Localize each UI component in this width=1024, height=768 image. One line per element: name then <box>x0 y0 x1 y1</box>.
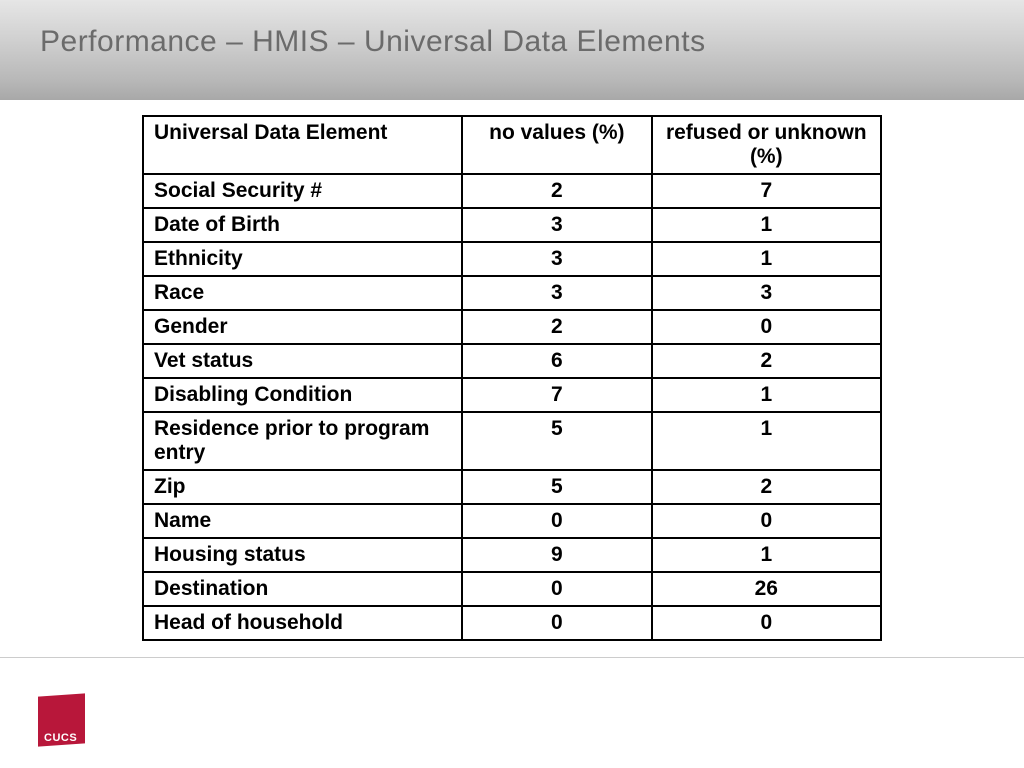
table-body: Social Security #27 Date of Birth31 Ethn… <box>143 174 881 640</box>
cell-novalues: 5 <box>462 412 651 470</box>
cell-novalues: 0 <box>462 572 651 606</box>
cell-element: Head of household <box>143 606 462 640</box>
cucs-logo: CUCS <box>30 695 85 750</box>
table-row: Residence prior to program entry51 <box>143 412 881 470</box>
cell-novalues: 5 <box>462 470 651 504</box>
data-elements-table: Universal Data Element no values (%) ref… <box>142 115 882 641</box>
cell-novalues: 0 <box>462 606 651 640</box>
cell-element: Name <box>143 504 462 538</box>
footer-divider <box>0 657 1024 658</box>
cell-novalues: 3 <box>462 276 651 310</box>
table-row: Name00 <box>143 504 881 538</box>
cell-element: Zip <box>143 470 462 504</box>
page-title: Performance – HMIS – Universal Data Elem… <box>40 25 984 59</box>
cell-element: Date of Birth <box>143 208 462 242</box>
cell-refused: 3 <box>652 276 881 310</box>
cell-element: Race <box>143 276 462 310</box>
slide-header: Performance – HMIS – Universal Data Elem… <box>0 0 1024 100</box>
table-row: Housing status91 <box>143 538 881 572</box>
cell-element: Destination <box>143 572 462 606</box>
table-row: Vet status62 <box>143 344 881 378</box>
cell-novalues: 0 <box>462 504 651 538</box>
cell-refused: 1 <box>652 378 881 412</box>
table-row: Date of Birth31 <box>143 208 881 242</box>
table-row: Disabling Condition71 <box>143 378 881 412</box>
cell-element: Housing status <box>143 538 462 572</box>
table-row: Race33 <box>143 276 881 310</box>
col-header-refused: refused or unknown (%) <box>652 116 881 174</box>
cell-novalues: 9 <box>462 538 651 572</box>
cell-novalues: 2 <box>462 310 651 344</box>
cell-refused: 1 <box>652 538 881 572</box>
cell-refused: 1 <box>652 208 881 242</box>
cell-element: Ethnicity <box>143 242 462 276</box>
cell-element: Residence prior to program entry <box>143 412 462 470</box>
cell-novalues: 2 <box>462 174 651 208</box>
cell-novalues: 3 <box>462 242 651 276</box>
table-row: Zip52 <box>143 470 881 504</box>
cell-novalues: 3 <box>462 208 651 242</box>
table-row: Gender20 <box>143 310 881 344</box>
logo-text: CUCS <box>44 732 77 744</box>
cell-refused: 1 <box>652 242 881 276</box>
table-row: Head of household00 <box>143 606 881 640</box>
cell-novalues: 7 <box>462 378 651 412</box>
cell-element: Disabling Condition <box>143 378 462 412</box>
col-header-element: Universal Data Element <box>143 116 462 174</box>
cell-element: Social Security # <box>143 174 462 208</box>
table-row: Social Security #27 <box>143 174 881 208</box>
cell-element: Gender <box>143 310 462 344</box>
cell-element: Vet status <box>143 344 462 378</box>
cell-refused: 0 <box>652 606 881 640</box>
cell-refused: 0 <box>652 504 881 538</box>
table-header-row: Universal Data Element no values (%) ref… <box>143 116 881 174</box>
cell-novalues: 6 <box>462 344 651 378</box>
cell-refused: 1 <box>652 412 881 470</box>
content-area: Universal Data Element no values (%) ref… <box>0 100 1024 641</box>
table-row: Ethnicity31 <box>143 242 881 276</box>
cell-refused: 2 <box>652 470 881 504</box>
col-header-novalues: no values (%) <box>462 116 651 174</box>
table-row: Destination026 <box>143 572 881 606</box>
cell-refused: 26 <box>652 572 881 606</box>
cell-refused: 2 <box>652 344 881 378</box>
cell-refused: 0 <box>652 310 881 344</box>
cell-refused: 7 <box>652 174 881 208</box>
